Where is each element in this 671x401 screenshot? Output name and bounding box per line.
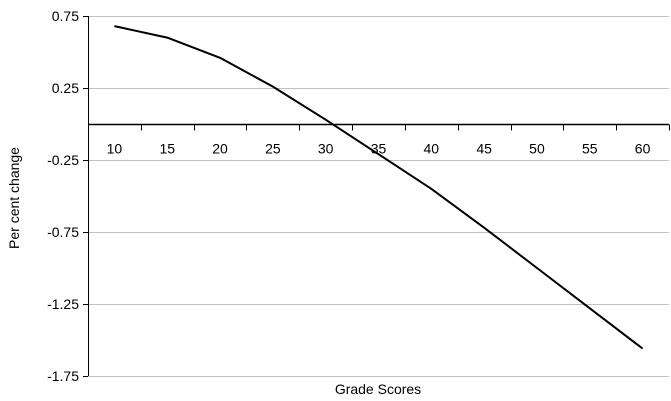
x-axis-title: Grade Scores bbox=[335, 381, 421, 397]
x-tick-label: 60 bbox=[635, 141, 651, 157]
x-tick-labels: 10 15 20 25 30 35 40 45 50 55 60 bbox=[107, 141, 651, 157]
series-line bbox=[114, 25, 644, 350]
x-tick-label: 10 bbox=[107, 141, 123, 157]
axes bbox=[83, 16, 670, 377]
x-tick-label: 55 bbox=[582, 141, 598, 157]
y-tick-label: -1.25 bbox=[47, 296, 79, 312]
series bbox=[114, 25, 644, 350]
y-tick-label: 0.75 bbox=[52, 8, 79, 24]
y-tick-labels: 0.75 0.25 -0.25 -0.75 -1.25 -1.75 bbox=[47, 8, 79, 384]
x-tick-label: 25 bbox=[265, 141, 281, 157]
y-tick-label: -1.75 bbox=[47, 368, 79, 384]
x-tick-label: 40 bbox=[424, 141, 440, 157]
y-axis-title: Per cent change bbox=[6, 147, 22, 249]
x-tick-label: 30 bbox=[318, 141, 334, 157]
gridlines bbox=[88, 16, 669, 377]
y-tick-label: -0.75 bbox=[47, 224, 79, 240]
x-tick-label: 45 bbox=[476, 141, 492, 157]
x-tick-label: 50 bbox=[529, 141, 545, 157]
y-tick-label: 0.25 bbox=[52, 80, 79, 96]
y-tick-label: -0.25 bbox=[47, 152, 79, 168]
x-tick-label: 20 bbox=[212, 141, 228, 157]
x-tick-label: 15 bbox=[159, 141, 175, 157]
